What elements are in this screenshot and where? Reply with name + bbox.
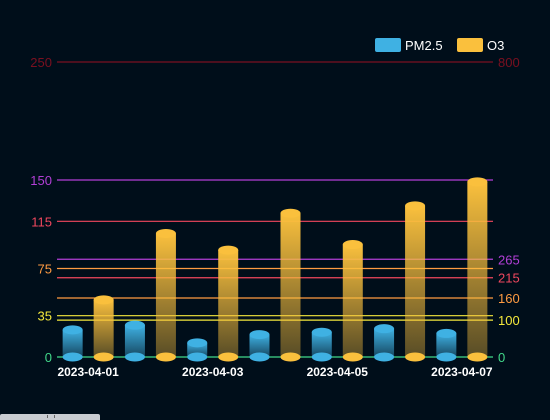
right-axis-tick-label: 800 [498, 55, 520, 70]
bar-base-cap [374, 352, 395, 362]
bar-o3 [467, 181, 488, 357]
bar-top-cap [218, 245, 239, 255]
bar-o3 [280, 213, 301, 357]
left-axis-tick-label: 150 [30, 173, 52, 188]
bar-o3 [93, 299, 114, 357]
x-axis-tick-label: 2023-04-07 [431, 365, 493, 379]
left-axis-tick-label: 250 [30, 55, 52, 70]
left-axis-tick-label: 0 [45, 350, 52, 365]
right-axis-tick-label: 265 [498, 252, 520, 267]
x-axis-tick-label: 2023-04-01 [57, 365, 119, 379]
bar-base-cap [311, 352, 332, 362]
bar-o3 [405, 205, 426, 357]
bar-top-cap [405, 201, 426, 211]
bar-top-cap [342, 240, 363, 250]
left-axis-tick-label: 35 [38, 309, 52, 324]
bar-base-cap [467, 352, 488, 362]
bar-base-cap [405, 352, 426, 362]
bar-o3 [342, 244, 363, 357]
bar-base-cap [436, 352, 457, 362]
right-axis-tick-label: 160 [498, 291, 520, 306]
bar-o3 [155, 233, 176, 357]
bar-base-cap [249, 352, 270, 362]
bar-base-cap [93, 352, 114, 362]
legend-label: PM2.5 [405, 38, 443, 53]
right-axis-tick-label: 0 [498, 350, 505, 365]
bar-top-cap [155, 228, 176, 238]
legend-label: O3 [487, 38, 504, 53]
legend-swatch [375, 38, 401, 52]
bar-top-cap [93, 295, 114, 305]
bar-pm25 [249, 334, 270, 357]
bar-base-cap [155, 352, 176, 362]
bar-o3 [218, 250, 239, 357]
bar-top-cap [311, 327, 332, 337]
right-axis-tick-label: 215 [498, 271, 520, 286]
bar-base-cap [62, 352, 83, 362]
left-axis-tick-label: 75 [38, 262, 52, 277]
scroll-handle[interactable] [0, 414, 100, 420]
right-axis-tick-label: 100 [498, 313, 520, 328]
bar-base-cap [218, 352, 239, 362]
bar-top-cap [187, 338, 208, 348]
bar-pm25 [311, 332, 332, 357]
left-axis-tick-label: 115 [31, 214, 52, 229]
bar-base-cap [187, 352, 208, 362]
bar-top-cap [62, 325, 83, 335]
bar-pm25 [374, 328, 395, 357]
legend-swatch [457, 38, 483, 52]
x-axis-tick-label: 2023-04-03 [182, 365, 244, 379]
bar-pm25 [124, 325, 145, 357]
bar-base-cap [280, 352, 301, 362]
bar-pm25 [436, 333, 457, 357]
bar-top-cap [436, 328, 457, 338]
bar-top-cap [467, 177, 488, 187]
bar-base-cap [124, 352, 145, 362]
bar-top-cap [374, 324, 395, 334]
x-axis-tick-label: 2023-04-05 [307, 365, 369, 379]
bar-top-cap [124, 320, 145, 330]
bar-top-cap [249, 330, 270, 340]
bar-pm25 [62, 329, 83, 357]
bar-top-cap [280, 208, 301, 218]
bar-base-cap [342, 352, 363, 362]
